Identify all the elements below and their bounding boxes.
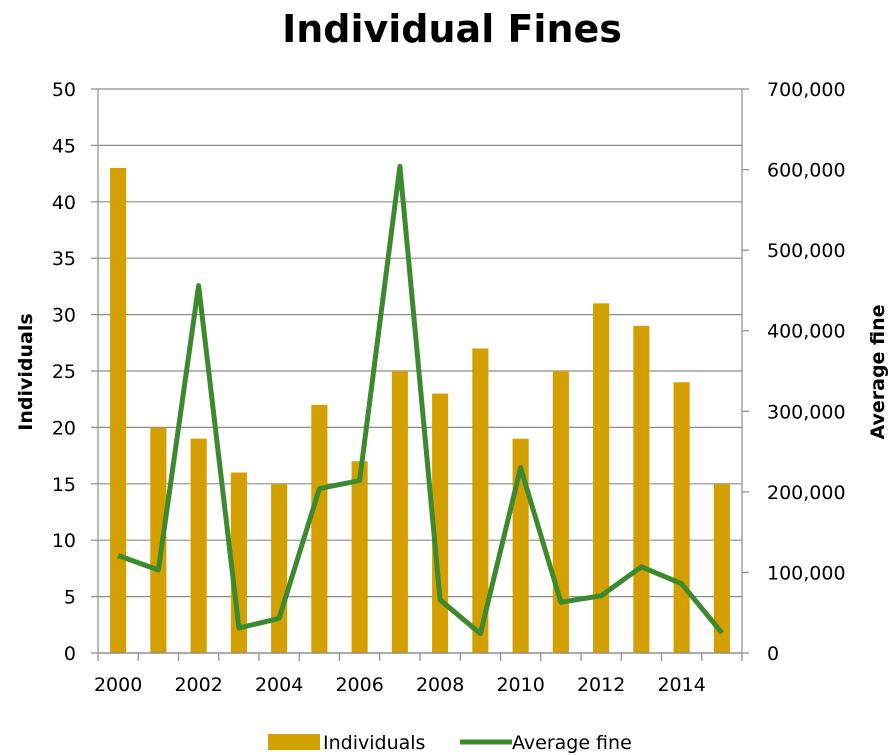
x-tick-label: 2004 bbox=[255, 674, 303, 696]
left-tick-label: 25 bbox=[52, 361, 76, 383]
x-tick-label: 2006 bbox=[335, 674, 383, 696]
left-tick-label: 45 bbox=[52, 135, 76, 157]
right-tick-label: 100,000 bbox=[767, 562, 846, 584]
right-tick-label: 600,000 bbox=[767, 160, 846, 182]
right-axis-ticks: 0 100,000 200,000 300,000 400,000 500,000 600,… bbox=[742, 79, 846, 665]
bar-individuals bbox=[351, 461, 368, 653]
legend-label-individuals: Individuals bbox=[323, 732, 425, 754]
right-tick-label: 500,000 bbox=[767, 240, 846, 262]
right-tick-label: 300,000 bbox=[767, 401, 846, 423]
left-tick-label: 5 bbox=[64, 587, 76, 609]
x-axis-ticks: 2000 2002 2004 2006 2008 2010 2012 2014 bbox=[94, 653, 743, 696]
legend: Individuals Average fine bbox=[268, 732, 632, 754]
x-tick-label: 2012 bbox=[577, 674, 625, 696]
bar-individuals bbox=[311, 404, 328, 653]
left-tick-label: 15 bbox=[52, 474, 76, 496]
right-tick-label: 400,000 bbox=[767, 321, 846, 343]
left-tick-label: 20 bbox=[52, 417, 76, 439]
bar-individuals bbox=[150, 427, 167, 653]
bar-individuals bbox=[552, 371, 569, 653]
bar-individuals bbox=[432, 393, 449, 653]
right-axis-title: Average fine bbox=[867, 304, 889, 439]
left-tick-label: 35 bbox=[52, 248, 76, 270]
x-tick-label: 2002 bbox=[174, 674, 222, 696]
bar-individuals bbox=[391, 371, 408, 653]
x-tick-label: 2014 bbox=[657, 674, 705, 696]
bar-individuals bbox=[713, 483, 730, 653]
left-tick-label: 30 bbox=[52, 305, 76, 327]
bar-individuals bbox=[190, 438, 207, 653]
line-series-average-fine bbox=[117, 163, 724, 637]
bar-individuals bbox=[673, 382, 690, 653]
x-tick-label: 2008 bbox=[416, 674, 464, 696]
bar-individuals bbox=[593, 303, 610, 653]
bar-individuals bbox=[472, 348, 489, 653]
left-axis-title: Individuals bbox=[15, 313, 37, 430]
right-tick-label: 200,000 bbox=[767, 482, 846, 504]
bar-individuals bbox=[110, 167, 127, 653]
right-tick-label: 700,000 bbox=[767, 79, 846, 101]
left-tick-label: 40 bbox=[52, 192, 76, 214]
bar-series-individuals bbox=[110, 167, 730, 653]
left-tick-label: 0 bbox=[64, 643, 76, 665]
x-tick-label: 2010 bbox=[496, 674, 544, 696]
bar-individuals bbox=[633, 325, 650, 653]
bar-individuals bbox=[271, 483, 288, 653]
x-tick-label: 2000 bbox=[94, 674, 142, 696]
left-axis-ticks: 0 5 10 15 20 25 30 35 40 45 50 bbox=[52, 79, 98, 665]
left-tick-label: 50 bbox=[52, 79, 76, 101]
left-tick-label: 10 bbox=[52, 530, 76, 552]
legend-label-average-fine: Average fine bbox=[512, 732, 632, 754]
right-tick-label: 0 bbox=[767, 643, 779, 665]
legend-swatch-individuals bbox=[268, 734, 320, 750]
chart-title: Individual Fines bbox=[282, 7, 622, 51]
